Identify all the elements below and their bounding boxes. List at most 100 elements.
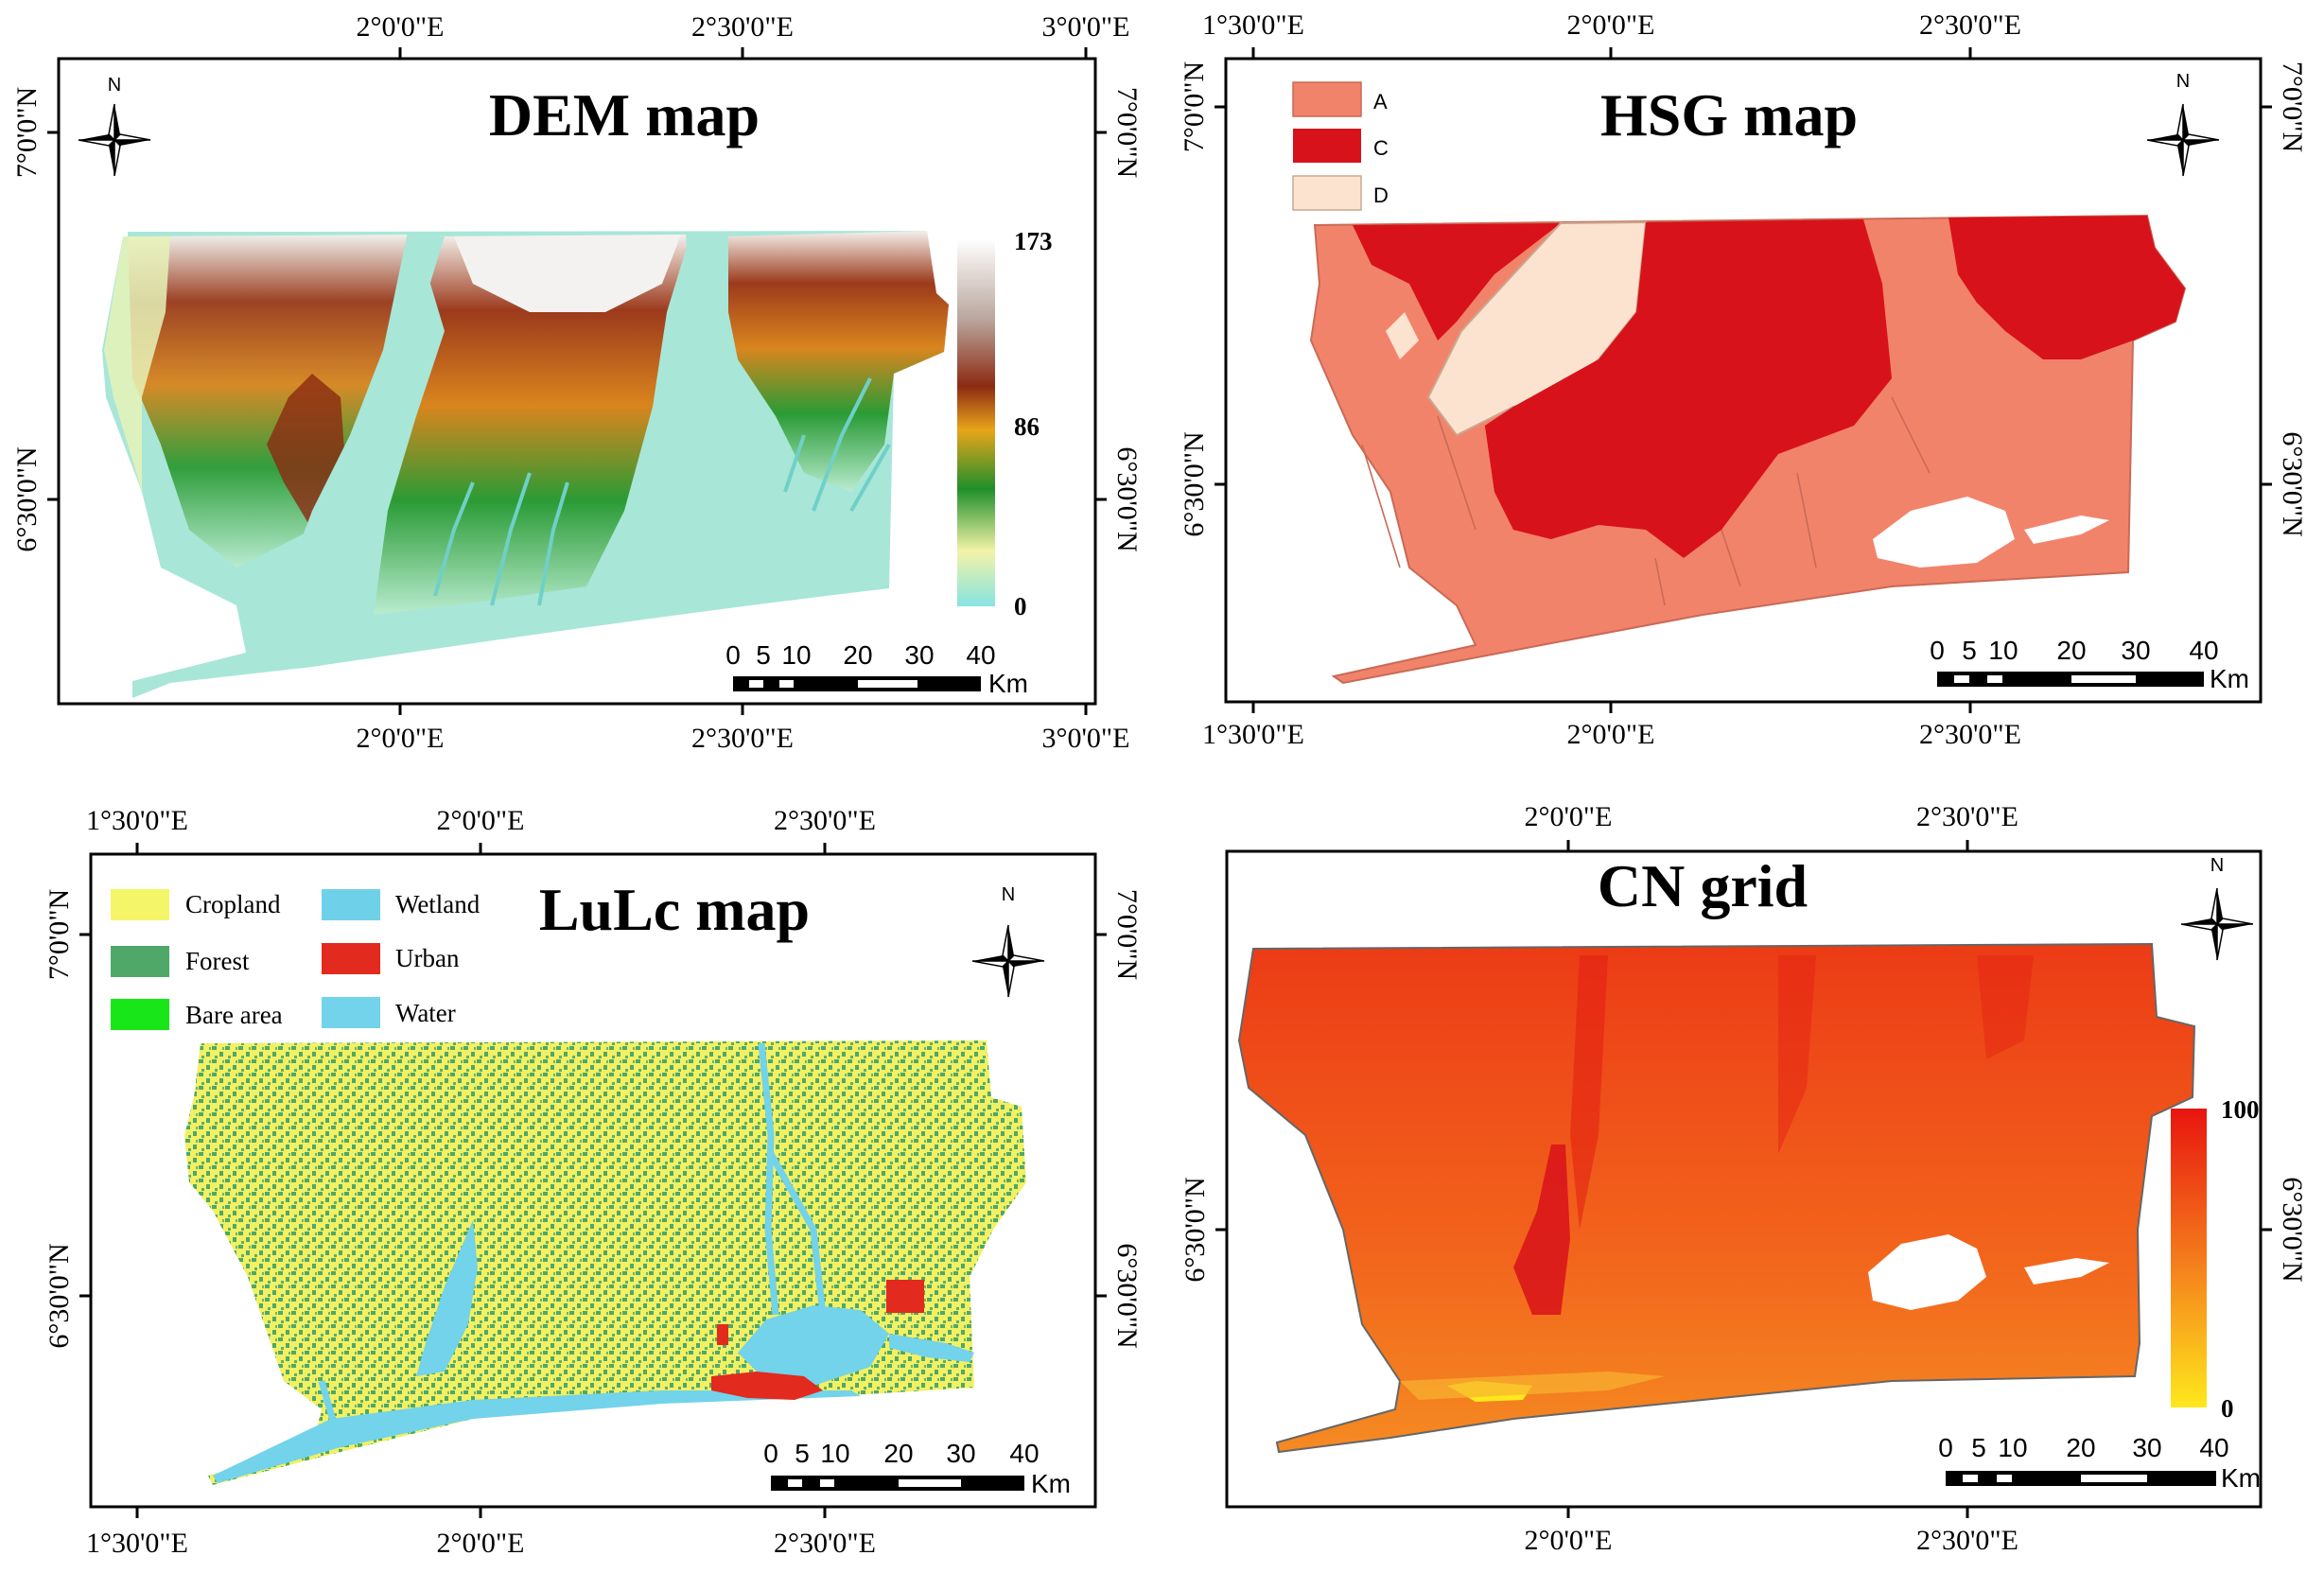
lulc-top-tick-2: 2°0'0"E: [437, 805, 525, 836]
lulc-scale-unit: Km: [1031, 1469, 1071, 1498]
lulc-scale-10: 10: [820, 1439, 849, 1468]
lulc-right-tick-1: 7°0'0"N: [1111, 889, 1143, 980]
dem-north-letter: N: [108, 75, 121, 96]
dem-left-tick-1: 7°0'0"N: [11, 87, 43, 178]
lulc-legend-label-urban: Urban: [395, 944, 460, 972]
lulc-bottom-tick-2: 2°0'0"E: [437, 1528, 525, 1559]
cn-top-tick-2: 2°30'0"E: [1916, 801, 2018, 832]
hsg-legend-label-c: C: [1373, 136, 1389, 160]
hsg-bottom-tick-2: 2°0'0"E: [1567, 719, 1655, 750]
cn-right-tick-1: 6°30'0"N: [2277, 1177, 2308, 1282]
cn-legend-ramp: [2171, 1109, 2207, 1407]
dem-top-tick-1: 2°0'0"E: [357, 11, 445, 43]
lulc-legend-swatch-urban: [322, 943, 380, 974]
dem-legend-min: 0: [1014, 592, 1027, 620]
lulc-legend-label-cropland: Cropland: [185, 890, 281, 918]
lulc-left-tick-2: 6°30'0"N: [44, 1243, 75, 1348]
lulc-scale-bar: 0 5 10 20 30 40 Km: [763, 1439, 1071, 1498]
dem-scale-10: 10: [781, 640, 811, 670]
lulc-scale-40: 40: [1009, 1439, 1039, 1468]
hsg-top-tick-2: 2°0'0"E: [1567, 9, 1655, 41]
cn-north-letter: N: [2210, 855, 2224, 876]
cn-scale-30: 30: [2132, 1433, 2161, 1462]
dem-right-tick-1: 7°0'0"N: [1111, 87, 1143, 178]
dem-left-tick-2: 6°30'0"N: [11, 446, 43, 551]
hsg-title: HSG map: [1600, 81, 1858, 149]
lulc-legend-swatch-wetland: [322, 889, 380, 920]
cn-scale-5: 5: [1971, 1433, 1986, 1462]
dem-title: DEM map: [489, 81, 760, 149]
cn-scale-20: 20: [2066, 1433, 2095, 1462]
hsg-top-tick-1: 1°30'0"E: [1202, 9, 1304, 41]
lulc-bottom-tick-3: 2°30'0"E: [774, 1528, 876, 1559]
dem-bottom-tick-1: 2°0'0"E: [357, 723, 445, 754]
lulc-right-tick-2: 6°30'0"N: [1111, 1243, 1143, 1348]
lulc-raster: [184, 1040, 1026, 1485]
hsg-left-tick-1: 7°0'0"N: [1179, 61, 1210, 152]
hsg-scale-unit: Km: [2210, 664, 2249, 693]
dem-scale-5: 5: [756, 640, 771, 670]
hsg-scale-bar: 0 5 10 20 30 40 Km: [1930, 636, 2249, 693]
cn-legend-max: 100: [2221, 1095, 2260, 1124]
cn-bottom-tick-1: 2°0'0"E: [1525, 1525, 1613, 1556]
lulc-legend-swatch-water: [322, 997, 380, 1028]
lulc-legend-swatch-bare-area: [111, 999, 169, 1030]
hsg-scale-20: 20: [2056, 636, 2086, 665]
dem-scale-20: 20: [843, 640, 872, 670]
lulc-north-letter: N: [1002, 884, 1015, 905]
dem-scale-unit: Km: [988, 669, 1028, 698]
dem-top-tick-2: 2°30'0"E: [691, 11, 794, 43]
dem-scale-0: 0: [725, 640, 741, 670]
cn-bottom-tick-2: 2°30'0"E: [1916, 1525, 2018, 1556]
hsg-scale-0: 0: [1930, 636, 1945, 665]
lulc-scale-0: 0: [763, 1439, 778, 1468]
dem-scale-bar: 0 5 10 20 30 40 Km: [725, 640, 1028, 698]
dem-scale-40: 40: [966, 640, 995, 670]
lulc-left-tick-1: 7°0'0"N: [44, 889, 75, 980]
hsg-top-tick-3: 2°30'0"E: [1919, 9, 2021, 41]
dem-bottom-tick-3: 3°0'0"E: [1042, 723, 1130, 754]
lulc-scale-5: 5: [795, 1439, 810, 1468]
lulc-panel: Cropland Forest Bare area Wetland Urban …: [44, 805, 1143, 1559]
hsg-scale-30: 30: [2121, 636, 2150, 665]
cn-scale-0: 0: [1938, 1433, 1953, 1462]
cn-top-tick-1: 2°0'0"E: [1525, 801, 1613, 832]
hsg-legend: A C D: [1292, 81, 1389, 211]
cn-scale-unit: Km: [2221, 1463, 2261, 1493]
cn-scale-10: 10: [1998, 1433, 2027, 1462]
dem-legend-ramp: [957, 239, 995, 606]
cn-scale-bar: 0 5 10 20 30 40 Km: [1938, 1433, 2261, 1493]
dem-legend-max: 173: [1014, 227, 1053, 255]
lulc-top-tick-3: 2°30'0"E: [774, 805, 876, 836]
lulc-legend-label-bare-area: Bare area: [185, 1001, 283, 1029]
lulc-top-tick-1: 1°30'0"E: [86, 805, 188, 836]
hsg-bottom-tick-1: 1°30'0"E: [1202, 719, 1304, 750]
hsg-scale-10: 10: [1988, 636, 2018, 665]
hsg-bottom-tick-3: 2°30'0"E: [1919, 719, 2021, 750]
lulc-legend: Cropland Forest Bare area Wetland Urban …: [111, 889, 481, 1030]
cn-scale-40: 40: [2199, 1433, 2228, 1462]
hsg-ticks: [1214, 47, 2272, 713]
hsg-left-tick-2: 6°30'0"N: [1179, 431, 1210, 536]
dem-scale-30: 30: [904, 640, 934, 670]
lulc-bottom-tick-1: 1°30'0"E: [86, 1528, 188, 1559]
hsg-legend-label-a: A: [1373, 90, 1388, 114]
hsg-scale-40: 40: [2189, 636, 2218, 665]
hsg-legend-swatch-d: [1292, 175, 1362, 211]
lulc-legend-swatch-forest: [111, 946, 169, 977]
hsg-legend-swatch-c: [1293, 129, 1361, 163]
cn-panel: CN grid N 100 0 0 5 10 20 30 40 Km 2°0'0…: [1179, 801, 2308, 1556]
lulc-scale-30: 30: [946, 1439, 975, 1468]
cn-title: CN grid: [1598, 852, 1808, 919]
dem-top-tick-3: 3°0'0"E: [1042, 11, 1130, 43]
dem-right-tick-2: 6°30'0"N: [1111, 446, 1143, 551]
lulc-scale-20: 20: [883, 1439, 913, 1468]
cn-left-tick-1: 6°30'0"N: [1179, 1177, 1211, 1282]
dem-raster: [102, 231, 949, 698]
hsg-right-tick-1: 7°0'0"N: [2277, 61, 2308, 152]
hsg-right-tick-2: 6°30'0"N: [2277, 431, 2308, 536]
cn-ticks: [1215, 840, 2272, 1518]
hsg-legend-label-d: D: [1373, 184, 1389, 207]
dem-ticks: [47, 47, 1107, 715]
hsg-raster: [1309, 214, 2187, 685]
